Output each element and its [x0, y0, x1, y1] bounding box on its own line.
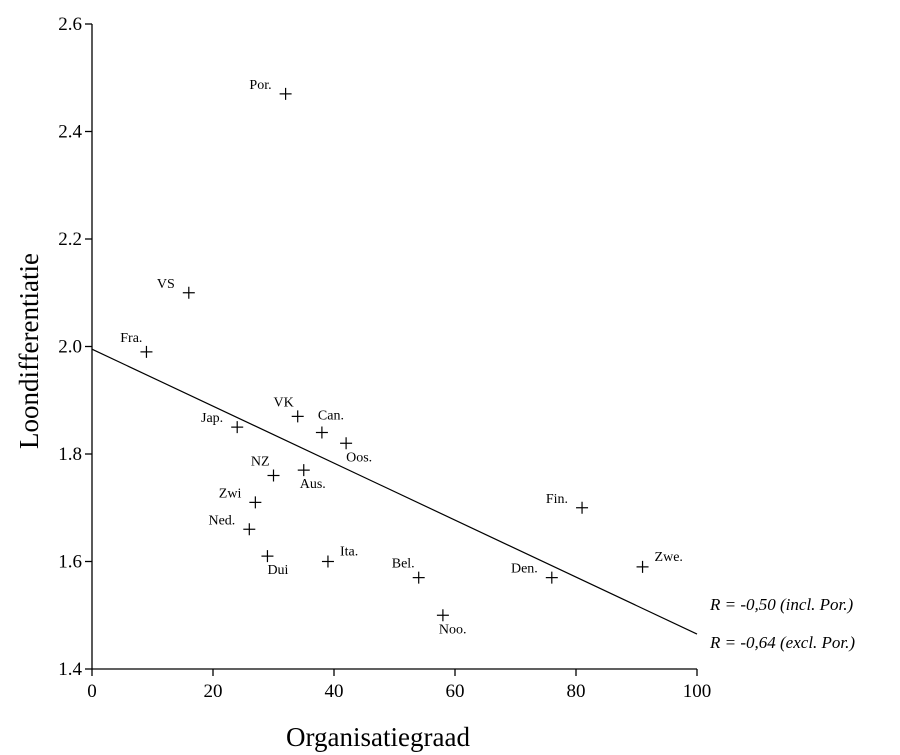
- annotation-r-incl: R = -0,50 (incl. Por.): [709, 595, 854, 614]
- data-point: Jap.: [201, 411, 244, 434]
- point-label: Aus.: [300, 477, 326, 492]
- point-label: Zwi: [219, 486, 242, 501]
- point-label: Oos.: [346, 450, 372, 465]
- data-point: VK: [273, 395, 304, 423]
- data-point: Zwe.: [636, 550, 683, 573]
- y-tick-label: 2.2: [58, 229, 82, 250]
- x-tick-label: 0: [87, 681, 97, 702]
- data-point: Can.: [315, 409, 344, 439]
- point-label: Ita.: [340, 545, 358, 560]
- data-point: Fra.: [120, 331, 153, 358]
- point-label: Dui: [267, 563, 288, 578]
- x-tick-label: 20: [204, 681, 223, 702]
- point-label: Bel.: [392, 557, 415, 572]
- point-label: Den.: [511, 562, 538, 577]
- data-point: Por.: [249, 78, 292, 100]
- point-label: Fin.: [546, 492, 568, 507]
- x-axis-title: Organisatiegraad: [286, 722, 470, 752]
- point-label: NZ: [251, 455, 270, 470]
- y-tick-label: 1.6: [58, 552, 82, 573]
- point-label: Can.: [318, 409, 344, 424]
- data-point: Bel.: [392, 557, 425, 584]
- data-point: Ned.: [208, 513, 256, 536]
- point-label: Ned.: [208, 513, 235, 528]
- data-point: VS: [157, 277, 195, 299]
- point-label: Noo.: [439, 622, 467, 637]
- x-tick-label: 80: [567, 681, 586, 702]
- data-point: Ita.: [321, 545, 358, 568]
- axes: 0 20 40 60 80 100 1.4 1.6 1.8 2.0 2.2 2.4 2.6: [58, 14, 711, 702]
- data-point: Noo.: [436, 609, 467, 637]
- y-tick-label: 2.4: [58, 122, 82, 143]
- regression-line: [91, 348, 698, 635]
- point-label: VK: [273, 395, 293, 410]
- data-point: Dui: [261, 550, 289, 578]
- regression-line-group: [91, 348, 698, 635]
- y-tick-label: 1.4: [58, 659, 82, 680]
- y-tick-label: 1.8: [58, 444, 82, 465]
- data-point: Den.: [511, 562, 558, 584]
- point-label: Por.: [249, 78, 271, 93]
- point-label: Fra.: [120, 331, 142, 346]
- data-point: Oos.: [340, 437, 372, 465]
- annotation-r-excl: R = -0,64 (excl. Por.): [709, 633, 855, 652]
- x-tick-label: 100: [683, 681, 712, 702]
- data-point: NZ: [251, 455, 280, 482]
- data-point: Fin.: [546, 492, 589, 514]
- x-tick-label: 60: [446, 681, 465, 702]
- data-point: Zwi: [219, 486, 262, 509]
- y-tick-label: 2.6: [58, 14, 82, 35]
- annotations: R = -0,50 (incl. Por.) R = -0,64 (excl. …: [709, 595, 855, 652]
- point-label: VS: [157, 277, 175, 292]
- y-tick-label: 2.0: [58, 337, 82, 358]
- x-tick-label: 40: [325, 681, 344, 702]
- point-label: Zwe.: [655, 550, 683, 565]
- y-axis-title: Loondifferentiatie: [14, 253, 44, 449]
- point-label: Jap.: [201, 411, 223, 426]
- data-points: Por. VS Fra. VK Can. Oos. Jap. NZ Aus. Zwi Ned. Dui…: [120, 78, 683, 637]
- data-point: Aus.: [297, 464, 326, 492]
